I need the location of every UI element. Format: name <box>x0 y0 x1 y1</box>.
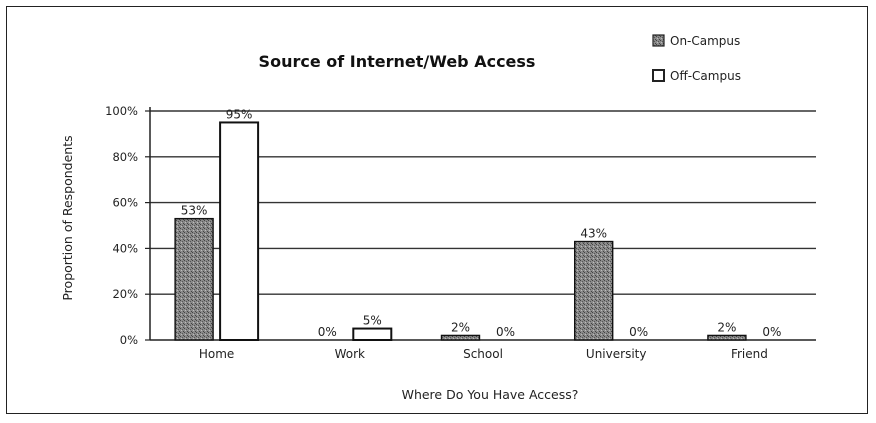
data-label: 43% <box>580 227 607 241</box>
bar-on-campus <box>707 334 747 341</box>
category-label: Work <box>335 347 365 361</box>
chart-title: Source of Internet/Web Access <box>259 52 536 71</box>
bar-off-campus <box>352 327 393 341</box>
data-label: 5% <box>363 314 382 328</box>
category-labels: Home Work School University Friend <box>199 347 768 361</box>
legend-swatch-off-campus <box>652 69 665 82</box>
bar-off-campus <box>219 121 260 341</box>
bar-on-campus <box>174 217 214 341</box>
bar-on-campus <box>574 240 614 341</box>
gridlines <box>150 110 816 295</box>
y-tick-label: 60% <box>112 196 138 210</box>
y-axis-ticks: 0% 20% 40% 60% 80% 100% <box>105 104 150 347</box>
legend-label-on-campus: On-Campus <box>670 34 740 48</box>
data-label: 0% <box>629 325 648 339</box>
bars <box>174 121 747 341</box>
category-label: University <box>586 347 647 361</box>
y-axis-label: Proportion of Respondents <box>60 135 75 300</box>
data-labels: 53% 95% 0% 5% 2% 0% 43% 0% 2% 0% <box>181 107 782 339</box>
y-tick-label: 20% <box>112 287 138 301</box>
legend: On-Campus Off-Campus <box>652 34 741 83</box>
y-tick-label: 40% <box>112 241 138 255</box>
chart-frame <box>6 6 868 414</box>
data-label: 95% <box>226 107 253 121</box>
data-label: 2% <box>451 320 470 334</box>
data-label: 0% <box>762 325 781 339</box>
category-label: Home <box>199 347 234 361</box>
category-label: Friend <box>731 347 768 361</box>
data-label: 2% <box>717 320 736 334</box>
legend-swatch-on-campus <box>652 34 665 47</box>
y-tick-label: 0% <box>120 333 138 347</box>
category-label: School <box>463 347 503 361</box>
bar-on-campus <box>440 334 481 341</box>
y-tick-label: 100% <box>105 104 138 118</box>
data-label: 0% <box>318 325 337 339</box>
data-label: 53% <box>181 204 208 218</box>
data-label: 0% <box>496 325 515 339</box>
x-axis-label: Where Do You Have Access? <box>402 387 579 402</box>
legend-label-off-campus: Off-Campus <box>670 69 741 83</box>
y-tick-label: 80% <box>112 150 138 164</box>
